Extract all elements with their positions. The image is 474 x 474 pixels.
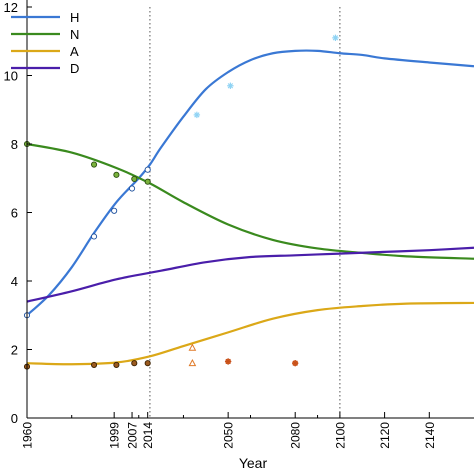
- legend-label-n: N: [70, 27, 79, 42]
- x-ticks: 1960 1999 2007 2014 2050 2080 2100 2120 2140: [21, 412, 437, 449]
- y-tick-label: 2: [11, 343, 18, 358]
- observed-point-h: [144, 166, 151, 173]
- x-tick-label: 2014: [141, 422, 155, 449]
- y-tick-label: 0: [11, 411, 18, 426]
- x-tick-label: 2140: [423, 422, 437, 449]
- projected-point-a-star: [292, 360, 299, 367]
- legend-label-h: H: [70, 10, 79, 25]
- y-tick-label: 4: [11, 274, 18, 289]
- y-tick-label: 10: [4, 69, 18, 84]
- observed-point-n: [91, 161, 98, 168]
- observed-point-a: [91, 361, 98, 368]
- x-tick-label: 1999: [108, 422, 122, 449]
- series-line-d: [26, 246, 474, 303]
- projected-point-a: [188, 343, 197, 351]
- observed-point-n: [113, 171, 120, 178]
- observed-point-h: [111, 207, 118, 214]
- observed-point-a: [113, 361, 120, 368]
- observed-point-a: [144, 360, 151, 367]
- x-tick-label: 2007: [126, 422, 140, 449]
- series-line-n: [26, 142, 474, 260]
- x-tick-label: 2100: [333, 422, 347, 449]
- x-tick-label: 2080: [289, 422, 303, 449]
- observed-point-h: [128, 185, 136, 192]
- legend-label-d: D: [70, 61, 79, 76]
- series-line-h: [26, 49, 474, 317]
- y-tick-label: 6: [11, 206, 18, 221]
- reference-lines: [149, 7, 341, 418]
- y-tick-label: 12: [4, 0, 18, 15]
- x-axis-label: Year: [239, 455, 268, 471]
- observed-point-n: [144, 178, 151, 185]
- projected-point-a-star: [224, 358, 232, 365]
- projected-point-a: [188, 358, 197, 367]
- axes: [26, 0, 474, 419]
- projected-point-h: [227, 82, 234, 89]
- legend-label-a: A: [70, 44, 79, 59]
- x-tick-label: 2120: [378, 422, 392, 449]
- series-curves: [26, 49, 474, 366]
- observed-point-n: [131, 175, 138, 182]
- projected-point-h: [193, 111, 201, 119]
- observed-point-a: [131, 360, 138, 367]
- x-tick-label: 2050: [222, 422, 236, 449]
- series-line-a: [26, 301, 474, 366]
- y-ticks: 0 2 4 6 8 10 12: [4, 0, 32, 426]
- projected-point-h: [332, 34, 339, 42]
- y-tick-label: 8: [11, 137, 18, 152]
- x-tick-label: 1960: [21, 422, 35, 449]
- observed-point-h: [91, 233, 98, 240]
